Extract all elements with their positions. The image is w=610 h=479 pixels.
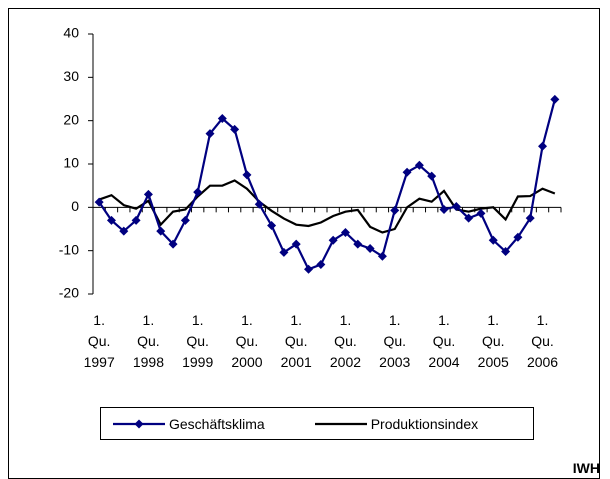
legend-swatch [113, 419, 165, 428]
marker [476, 208, 486, 218]
x-tick-label: 1. Qu. 1997 [83, 312, 115, 370]
marker [230, 124, 240, 134]
y-tick-label: 10 [63, 155, 79, 171]
marker [513, 232, 523, 242]
marker [390, 205, 400, 215]
marker [402, 167, 412, 177]
marker [538, 141, 548, 151]
marker [427, 171, 437, 181]
legend-item: Produktionsindex [314, 415, 479, 432]
marker [106, 215, 116, 225]
x-tick-label: 1. Qu. 2001 [280, 312, 312, 370]
x-tick-label: 1. Qu. 2000 [231, 312, 263, 370]
legend: Geschäftsklima Produktionsindex [100, 407, 534, 440]
marker [451, 201, 461, 211]
marker [217, 114, 227, 123]
marker [156, 226, 166, 236]
x-tick-label: 1. Qu. 2003 [379, 312, 411, 370]
marker [353, 239, 363, 249]
marker [439, 205, 449, 214]
marker [267, 221, 277, 231]
x-tick-label: 1. Qu. 1999 [182, 312, 214, 370]
legend-label: Produktionsindex [370, 415, 479, 432]
marker [242, 170, 252, 180]
x-tick-label: 1. Qu. 2005 [477, 312, 509, 370]
y-tick-label: 20 [63, 111, 79, 127]
marker [143, 189, 153, 199]
marker [168, 239, 178, 249]
marker [414, 160, 424, 170]
x-tick-label: 1. Qu. 2004 [428, 312, 460, 370]
marker [254, 199, 264, 209]
source: IWH [572, 460, 600, 476]
marker [119, 226, 129, 236]
marker [131, 215, 141, 225]
marker [377, 251, 387, 261]
marker [193, 187, 203, 197]
legend-label: Geschäftsklima [169, 415, 265, 432]
marker [279, 247, 289, 257]
x-tick-label: 1. Qu. 1998 [132, 312, 164, 370]
y-tick-label: 0 [71, 198, 79, 214]
series-line [98, 99, 556, 271]
marker [316, 260, 326, 270]
y-tick-label: -10 [59, 241, 79, 257]
legend-marker [134, 419, 144, 428]
marker [291, 239, 301, 249]
marker [340, 227, 350, 237]
marker [525, 213, 535, 223]
marker [464, 213, 474, 223]
legend-swatch [314, 422, 367, 425]
y-tick-label: 30 [63, 68, 79, 84]
marker [550, 94, 560, 104]
y-tick-label: -20 [59, 285, 79, 301]
series-line [98, 179, 556, 234]
marker [205, 129, 215, 139]
legend-item: Geschäftsklima [113, 416, 265, 432]
x-tick-label: 1. Qu. 2006 [526, 312, 559, 370]
marker [180, 215, 190, 225]
marker [328, 235, 338, 245]
marker [501, 247, 511, 257]
marker [304, 264, 314, 274]
marker [488, 235, 498, 245]
x-tick-label: 1. Qu. 2002 [329, 312, 362, 370]
y-tick-label: 40 [63, 25, 79, 41]
marker [365, 244, 375, 253]
marker [94, 197, 104, 207]
